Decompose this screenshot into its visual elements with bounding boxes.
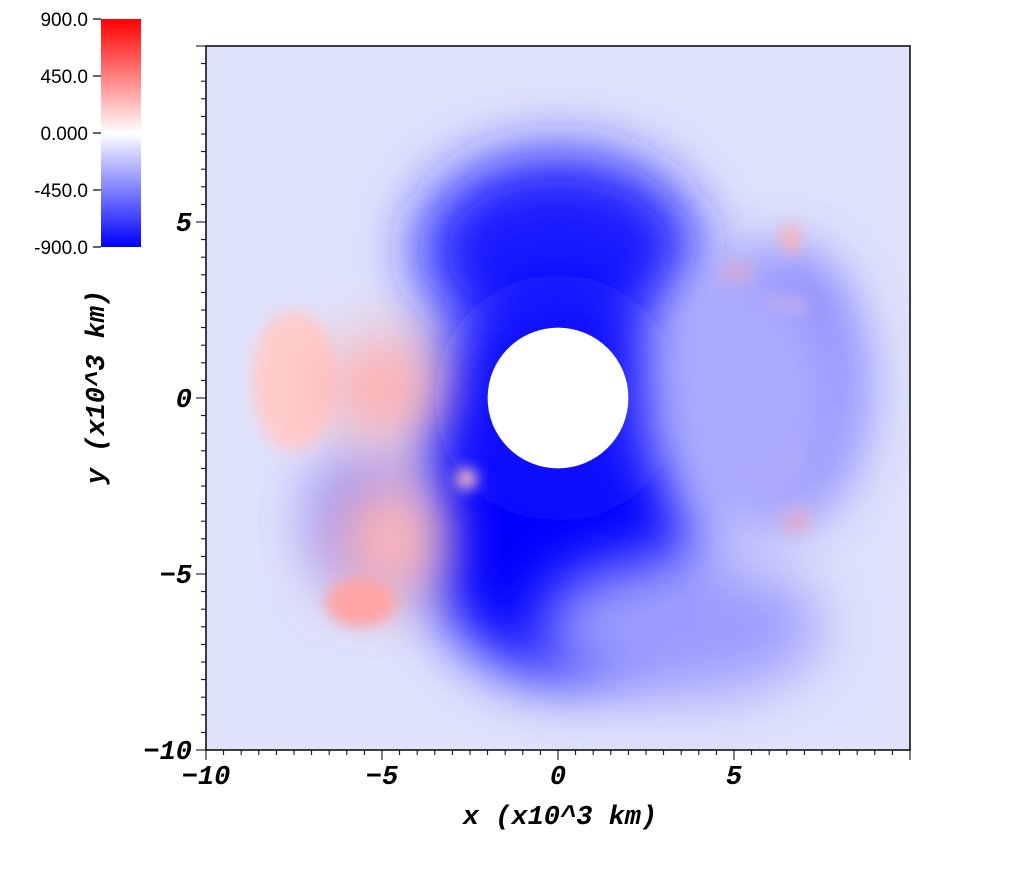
field-blob — [540, 556, 822, 698]
y-tick-label: 5 — [176, 210, 192, 240]
field-layer — [251, 151, 858, 698]
x-tick-label: 5 — [726, 763, 742, 793]
colorbar: 900.0 450.0 0.000 -450.0 -900.0 — [34, 10, 141, 259]
y-tick-label: −10 — [143, 738, 192, 768]
central-hole — [487, 327, 629, 469]
tick-marks — [196, 45, 911, 760]
colorbar-tick-label: 900.0 — [40, 10, 88, 31]
x-tick-label: −5 — [366, 763, 398, 793]
field-blob — [251, 310, 337, 451]
field-blob — [646, 257, 858, 539]
x-tick-label: 0 — [550, 763, 566, 793]
y-tick-label: 0 — [176, 386, 192, 416]
field-blob — [325, 577, 397, 627]
field-blob — [779, 223, 801, 256]
field-blob — [322, 334, 442, 441]
x-tick-label: −10 — [182, 763, 231, 793]
colorbar-tick-label: -450.0 — [34, 181, 88, 202]
plot-area: −10 −5 0 5 −10 −5 0 5 — [143, 45, 911, 793]
x-axis-title: x (x10^3 km) — [462, 803, 657, 833]
field-blob — [332, 475, 446, 603]
field-blob — [455, 468, 478, 490]
colorbar-gradient — [101, 19, 141, 247]
colorbar-tick-label: 450.0 — [40, 67, 88, 88]
y-axis-title: y (x10^3 km) — [83, 290, 113, 485]
colorbar-tick-label: -900.0 — [34, 238, 88, 259]
y-tick-label: −5 — [160, 562, 192, 592]
colorbar-tick-label: 0.000 — [40, 124, 88, 145]
